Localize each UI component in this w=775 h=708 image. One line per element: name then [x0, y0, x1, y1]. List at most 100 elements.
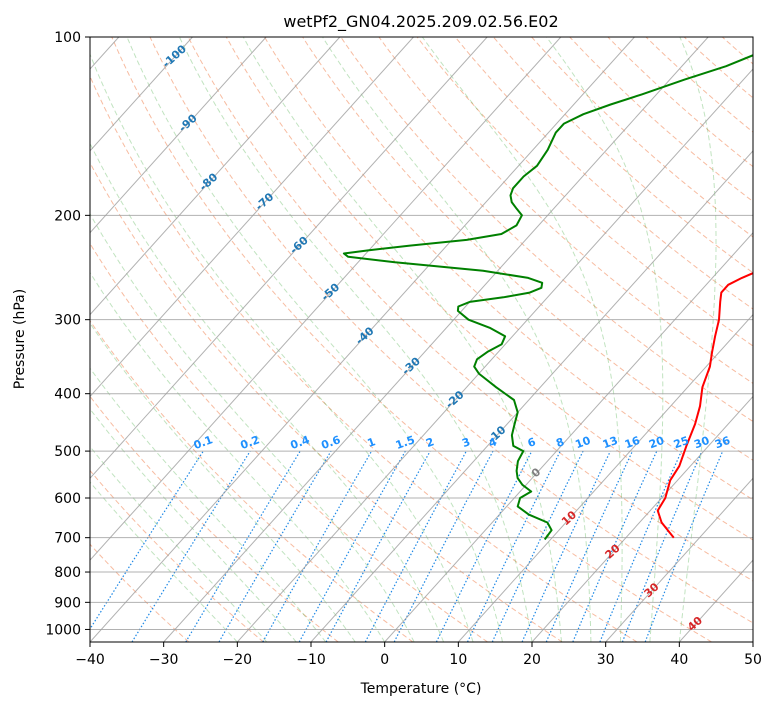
moist-adiabat-line	[90, 271, 386, 642]
moist-adiabat-line	[421, 37, 623, 642]
mixing-ratio-line	[393, 450, 494, 642]
dry-adiabat-line	[493, 37, 753, 274]
moist-adiabat-line	[90, 408, 297, 642]
isotherm-gridline	[163, 37, 709, 642]
moist-adiabat-line	[90, 212, 415, 642]
mixing-ratio-line	[131, 450, 251, 642]
moist-adiabat-line	[126, 37, 503, 642]
mixing-ratio-label: 10	[573, 434, 592, 452]
mixing-ratio-label: 1.5	[394, 433, 417, 452]
y-tick-label: 500	[54, 444, 81, 460]
isotherm-gridline	[310, 150, 753, 642]
y-tick-label: 800	[54, 565, 81, 581]
moist-adiabat-line	[546, 37, 664, 642]
x-tick-label: −40	[75, 652, 105, 668]
mixing-ratio-label: 36	[713, 434, 732, 452]
y-tick-label: 100	[54, 30, 81, 46]
x-axis-title: Temperature (°C)	[360, 681, 482, 697]
isotherm-gridline	[90, 37, 635, 642]
isotherm-gridline	[90, 37, 488, 480]
profile-series	[342, 54, 753, 541]
mixing-ratio-line	[435, 450, 533, 642]
dry-adiabats	[90, 37, 753, 642]
moist-adiabat-line	[90, 142, 445, 642]
dry-adiabat-line	[149, 37, 753, 624]
mixing-ratio-label: 13	[601, 434, 620, 451]
mixing-ratio-line	[90, 450, 204, 631]
isotherm-gridline	[531, 395, 753, 642]
y-axis: 100 200 300 400 500 600 700 800 900 1000	[45, 30, 90, 638]
mixing-ratio-line	[491, 450, 584, 642]
mixing-ratio-label: 1	[366, 435, 378, 450]
isotherm-lines	[90, 37, 753, 642]
isotherm-gridline	[384, 231, 753, 642]
y-tick-label: 1000	[45, 622, 81, 638]
dry-adiabat-line	[225, 37, 753, 541]
isotherm-gridline	[90, 37, 414, 398]
mixing-ratio-label: 25	[672, 434, 691, 451]
mixing-ratio-line	[325, 450, 431, 642]
moist-adiabat-line	[90, 52, 474, 642]
dry-adiabat-line	[90, 75, 638, 642]
dry-adiabat-line	[378, 37, 753, 384]
mixing-ratio-label: 0.1	[192, 433, 215, 452]
mixing-ratio-line	[621, 450, 703, 642]
isotherm-gridline	[90, 37, 341, 316]
chart-title: wetPf2_GN04.2025.209.02.56.E02	[283, 12, 558, 32]
y-tick-label: 400	[54, 387, 81, 403]
mixing-ratio-label: 0.4	[289, 433, 312, 452]
y-tick-label: 200	[54, 208, 81, 224]
isotherm-gridline	[90, 37, 193, 152]
isotherm-gridline	[236, 68, 753, 642]
mixing-ratio-label: 16	[623, 434, 642, 452]
x-tick-label: −20	[223, 652, 253, 668]
dewpoint-profile-line	[342, 54, 753, 541]
isobar-gridlines	[90, 37, 753, 630]
mixing-ratio-line	[364, 450, 467, 642]
y-axis-title: Pressure (hPa)	[12, 289, 28, 389]
x-tick-label: 20	[523, 652, 541, 668]
dry-adiabat-line	[111, 37, 712, 642]
x-axis: −40 −30 −20 −10 0 10 20 30 40 50	[75, 642, 762, 668]
isotherm-gridline	[90, 37, 562, 561]
mixing-ratio-label: 3	[460, 435, 472, 450]
mixing-ratio-line	[599, 450, 682, 642]
mixing-ratio-line	[466, 450, 561, 642]
mixing-ratio-label: 0.2	[239, 433, 262, 452]
dry-adiabat-line	[90, 242, 488, 642]
moist-adiabats	[90, 37, 717, 642]
dry-adiabat-line	[569, 37, 753, 203]
mixing-ratio-label: 8	[554, 435, 566, 450]
dry-adiabat-line	[90, 469, 264, 642]
moist-adiabat-line	[678, 37, 717, 642]
moist-adiabat-line	[90, 445, 268, 642]
mixing-ratio-label: 30	[692, 434, 711, 452]
dry-adiabat-line	[187, 37, 753, 582]
moist-adiabat-line	[90, 481, 238, 642]
x-tick-label: 0	[380, 652, 389, 668]
dry-adiabat-line	[264, 37, 753, 501]
x-tick-label: 40	[670, 652, 688, 668]
isotherm-gridline	[90, 37, 267, 234]
dry-adiabat-line	[90, 395, 339, 642]
dry-adiabat-line	[90, 161, 563, 642]
x-tick-label: 10	[449, 652, 467, 668]
mixing-ratio-line	[521, 450, 611, 642]
moist-adiabat-line	[242, 37, 562, 642]
temperature-profile-line	[656, 272, 753, 539]
isotherm-gridline	[605, 477, 753, 642]
mixing-ratio-lines	[90, 450, 724, 642]
mixing-ratio-label: 20	[647, 434, 666, 452]
mixing-ratio-label: 0.6	[319, 433, 342, 452]
isotherm-gridline	[457, 313, 753, 642]
mixing-ratio-label: 4	[487, 435, 499, 450]
x-tick-label: −10	[296, 652, 326, 668]
x-tick-label: 30	[597, 652, 615, 668]
y-tick-label: 300	[54, 313, 81, 329]
dry-adiabat-line	[90, 320, 414, 642]
moist-adiabat-line	[178, 37, 533, 642]
mixing-ratio-label: 6	[526, 435, 538, 450]
plot-area: -100-90-80-70-60-50-40-30-20-10010203040…	[90, 37, 753, 642]
